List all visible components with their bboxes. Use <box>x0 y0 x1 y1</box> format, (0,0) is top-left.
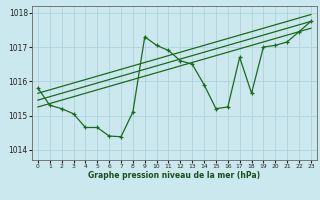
X-axis label: Graphe pression niveau de la mer (hPa): Graphe pression niveau de la mer (hPa) <box>88 171 260 180</box>
